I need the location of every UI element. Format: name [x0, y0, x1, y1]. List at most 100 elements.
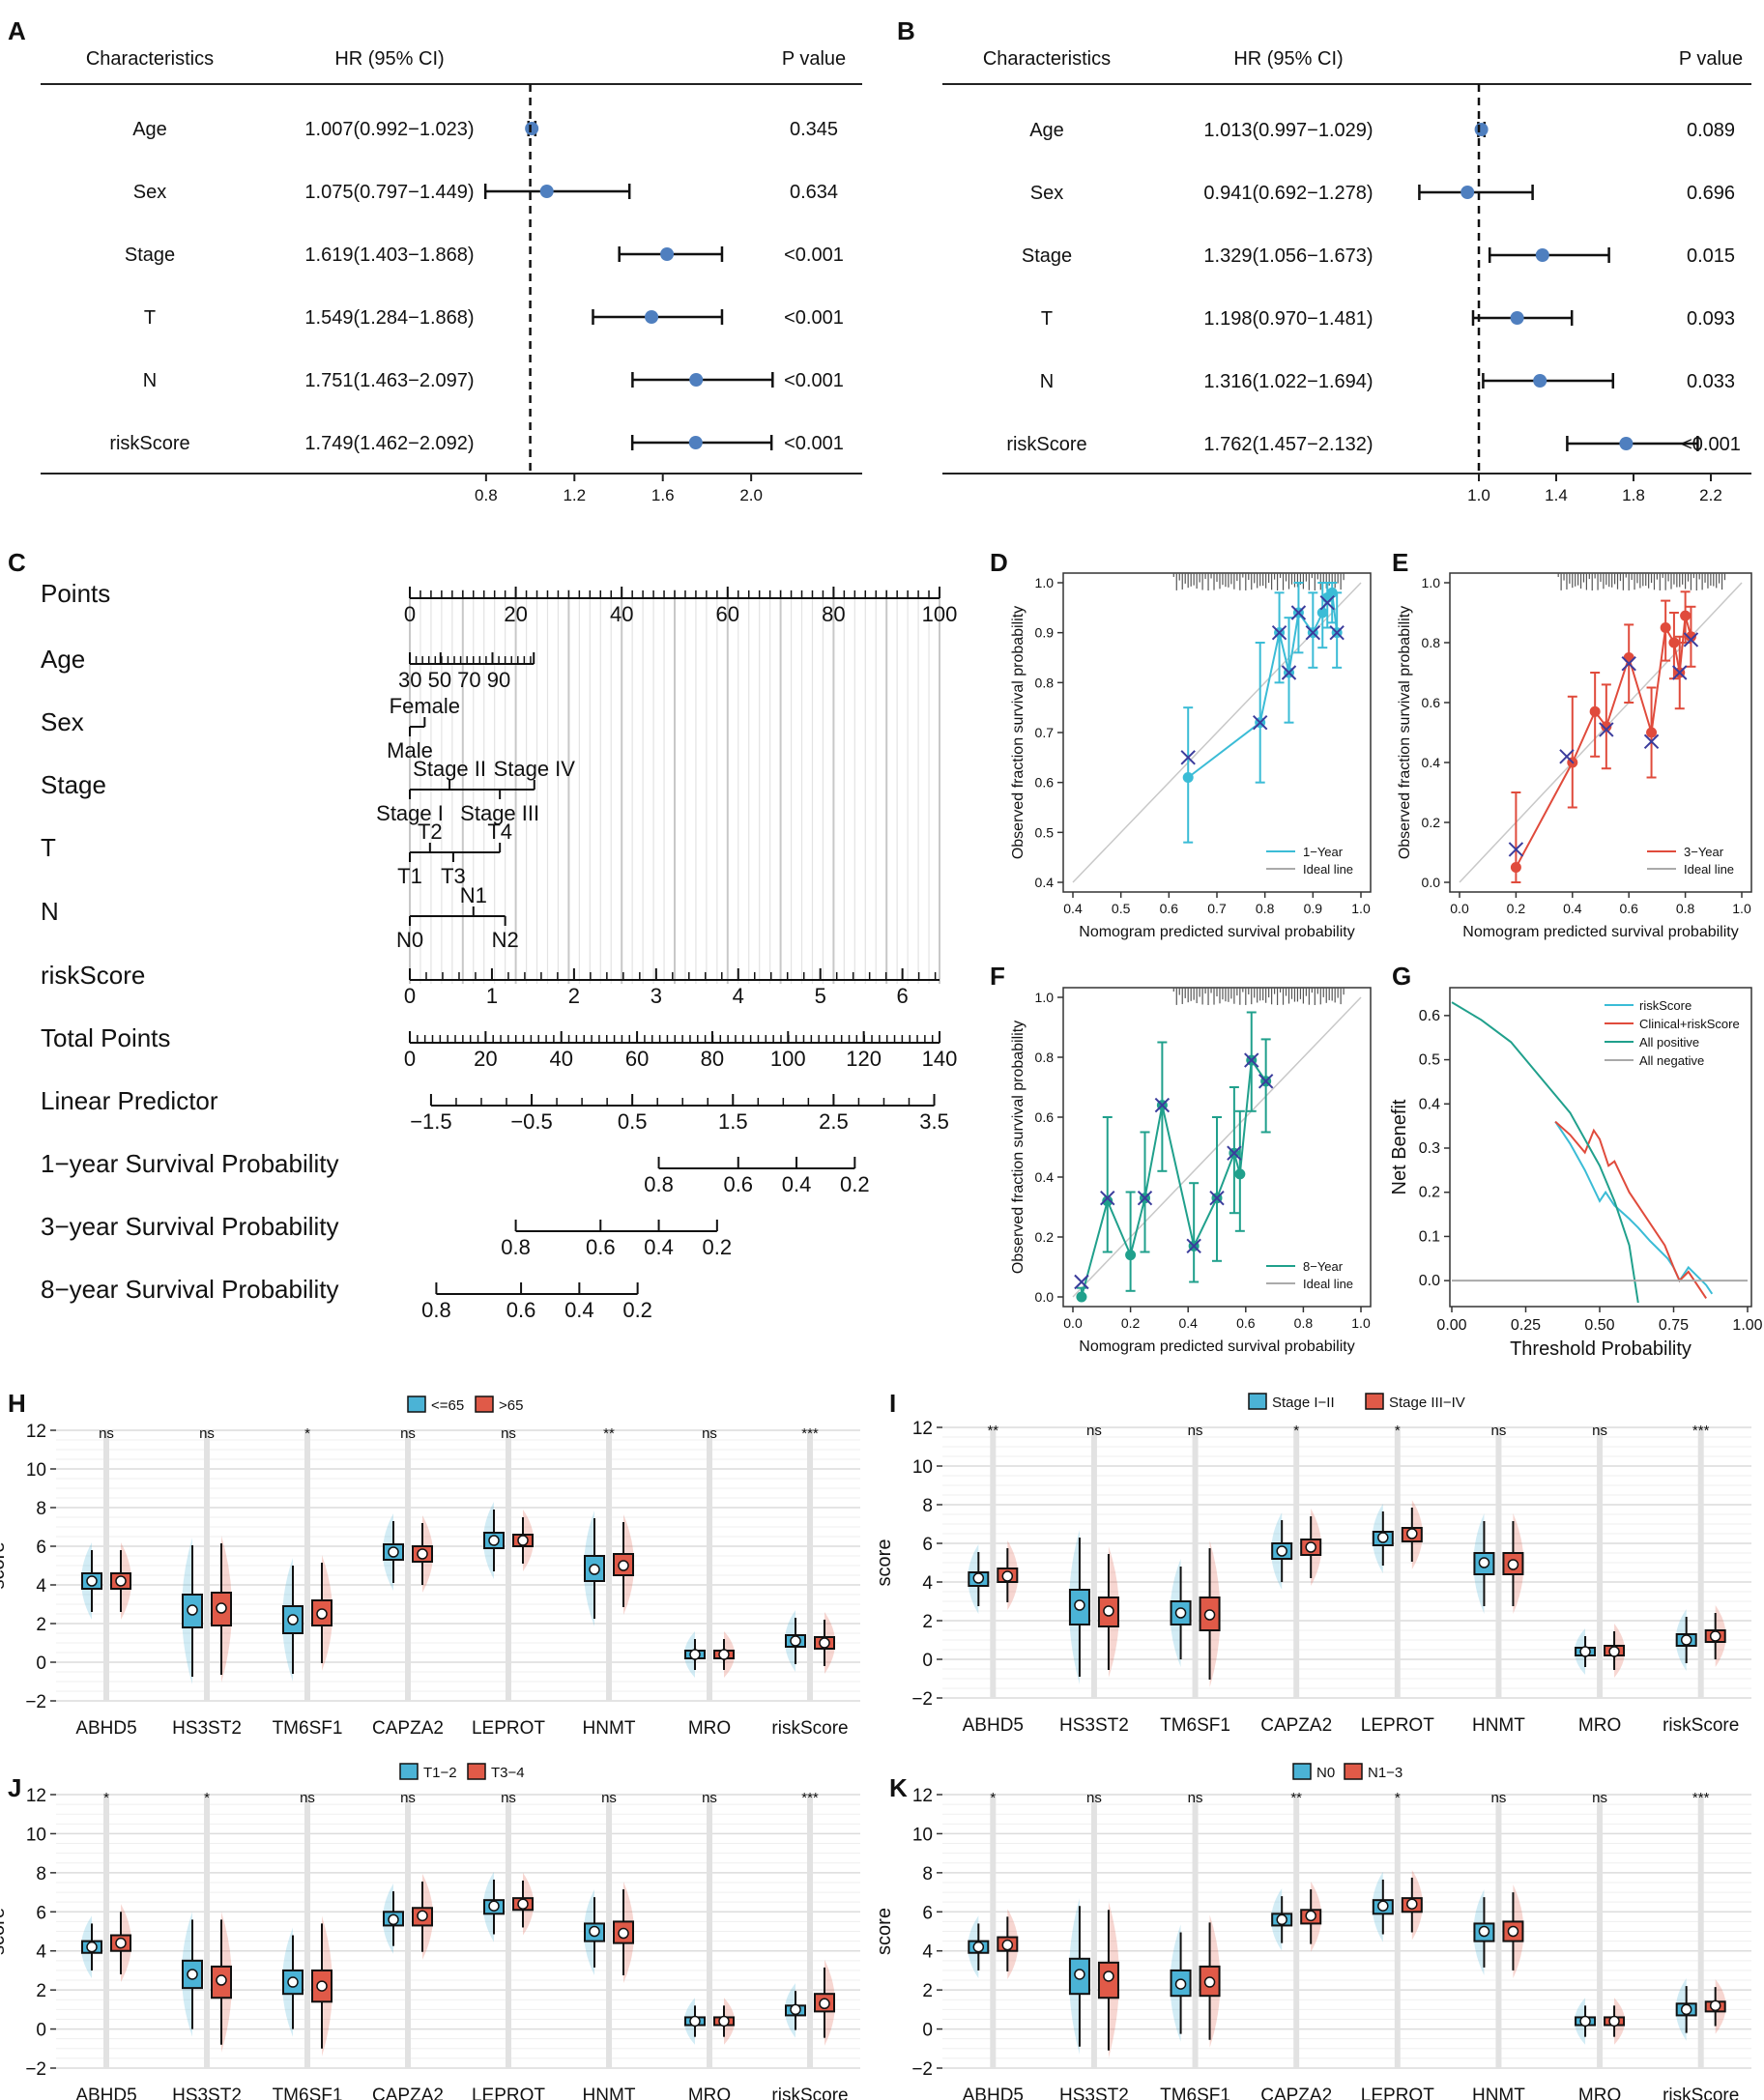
- y-tick-label: 0.0: [1419, 1273, 1440, 1289]
- x-tick-label: 0.7: [1207, 901, 1227, 916]
- bias-corrected-cross: [1643, 734, 1660, 750]
- nomogram-row-label: N: [41, 897, 59, 926]
- box-mean-dot: [86, 1575, 98, 1587]
- bias-corrected-cross: [1137, 1190, 1153, 1206]
- category-label: ABHD5: [75, 1718, 136, 1739]
- box-mean-dot: [86, 1941, 98, 1953]
- panel-label-a: A: [8, 16, 26, 45]
- box-mean-dot: [718, 1649, 730, 1660]
- y-axis-label: Observed fraction survival probability: [1010, 606, 1027, 859]
- forest-row-name: T: [144, 307, 156, 329]
- y-tick-label: 8: [922, 1864, 933, 1884]
- significance-label: ns: [1592, 1790, 1607, 1806]
- box-mean-dot: [115, 1937, 127, 1949]
- nomogram-level-label: N2: [492, 928, 519, 952]
- significance-label: ***: [801, 1790, 819, 1806]
- category-label: CAPZA2: [372, 1718, 444, 1739]
- forest-row-p: <0.001: [784, 245, 844, 266]
- nomogram-tick-label: 140: [922, 1047, 958, 1071]
- significance-label: ***: [1692, 1790, 1710, 1806]
- significance-label: ns: [1491, 1790, 1507, 1806]
- forest-tick-label: 1.4: [1545, 486, 1568, 504]
- forest-row-name: N: [143, 370, 157, 391]
- nomogram-tick-label: 120: [846, 1047, 882, 1071]
- x-tick-label: 0.6: [1160, 901, 1179, 916]
- category-label: MRO: [688, 1718, 731, 1739]
- forest-row-name: Age: [1029, 120, 1064, 141]
- nomogram-tick-label: 0: [404, 602, 416, 626]
- forest-header: HR (95% CI): [1233, 48, 1343, 70]
- forest-plot-a: Characteristics HR (95% CI) P value Age 1.00…: [41, 48, 862, 504]
- category-label: riskScore: [771, 2086, 848, 2100]
- box-mean-dot: [1377, 1532, 1389, 1543]
- x-tick-label: 0.8: [1676, 901, 1695, 916]
- category-label: MRO: [1578, 1715, 1621, 1736]
- x-tick-label: 0.00: [1436, 1317, 1466, 1334]
- box-mean-dot: [115, 1575, 127, 1587]
- legend-swatch: [399, 1763, 419, 1780]
- forest-row-hr: 1.751(1.463−2.097): [304, 370, 474, 391]
- y-tick-label: 0.6: [1035, 775, 1055, 791]
- legend-swatch: [467, 1763, 486, 1780]
- nomogram-level-label: Stage I: [376, 801, 444, 825]
- box-mean-dot: [1709, 1999, 1721, 2012]
- box-mean-dot: [1406, 1898, 1418, 1910]
- forest-row-p: <0.001: [784, 307, 844, 329]
- box-mean-dot: [1305, 1541, 1316, 1553]
- nomogram-tick-label: 0.2: [840, 1172, 870, 1196]
- forest-row-name: Sex: [133, 182, 166, 203]
- forest-tick-label: 1.0: [1467, 486, 1490, 504]
- category-label: LEPROT: [472, 2086, 545, 2100]
- nomogram-tick-label: 0.6: [586, 1235, 616, 1259]
- y-tick-label: 0.5: [1419, 1052, 1440, 1069]
- significance-label: *: [304, 1425, 310, 1442]
- forest-row-hr: 1.007(0.992−1.023): [304, 119, 474, 140]
- forest-row-hr: 0.941(0.692−1.278): [1203, 183, 1373, 204]
- significance-label: *: [1395, 1423, 1401, 1439]
- significance-label: ns: [702, 1425, 717, 1442]
- box-mean-dot: [1203, 1976, 1216, 1988]
- nomogram-level-label: N0: [396, 928, 423, 952]
- significance-label: ns: [199, 1425, 215, 1442]
- box-mean-dot: [417, 1910, 428, 1922]
- forest-header: P value: [1679, 48, 1743, 70]
- box-mean-dot: [1680, 1634, 1692, 1646]
- calibration-plot-f: 0.0 0.2 0.4 0.6 0.8 1.0 0.0 0.2 0.4 0.6 0.8 1.0 Nomo…: [1010, 987, 1372, 1355]
- category-label: HS3ST2: [1059, 2086, 1129, 2100]
- category-label: CAPZA2: [1260, 1715, 1332, 1736]
- calibration-point: [1685, 631, 1696, 643]
- category-label: HNMT: [1472, 1715, 1525, 1736]
- nomogram-level-label: T3: [441, 864, 466, 888]
- significance-label: **: [987, 1423, 998, 1439]
- nomogram-tick-label: 0: [404, 1047, 416, 1071]
- calibration-point: [1076, 1291, 1087, 1303]
- significance-label: ns: [1086, 1423, 1102, 1439]
- nomogram-row-label: 3−year Survival Probability: [41, 1212, 339, 1241]
- legend-label: All positive: [1639, 1035, 1699, 1050]
- x-tick-label: 0.25: [1511, 1317, 1541, 1334]
- calibration-point: [1125, 1250, 1137, 1261]
- y-tick-label: 2: [36, 1981, 46, 2001]
- x-tick-label: 0.6: [1236, 1315, 1256, 1331]
- y-tick-label: −2: [911, 2059, 933, 2080]
- y-tick-label: 12: [26, 1786, 46, 1806]
- y-tick-label: 0.3: [1419, 1140, 1440, 1157]
- x-tick-label: 0.5: [1112, 901, 1131, 916]
- forest-hr-dot: [688, 436, 703, 449]
- legend-label: Ideal line: [1303, 1277, 1353, 1291]
- forest-row-hr: 1.749(1.462−2.092): [304, 433, 474, 454]
- box-mean-dot: [1709, 1630, 1721, 1642]
- bias-corrected-cross: [1252, 714, 1268, 731]
- y-tick-label: 0.8: [1422, 635, 1441, 650]
- significance-label: ns: [1491, 1423, 1507, 1439]
- forest-row-hr: 1.762(1.457−2.132): [1203, 434, 1373, 455]
- y-tick-label: 0.7: [1035, 725, 1055, 740]
- x-tick-label: 0.50: [1584, 1317, 1614, 1334]
- category-label: CAPZA2: [372, 2086, 444, 2100]
- significance-label: ns: [501, 1790, 516, 1806]
- nomogram-tick-label: 0.6: [723, 1172, 753, 1196]
- nomogram-row-label: riskScore: [41, 961, 145, 990]
- legend-label: >65: [499, 1397, 523, 1414]
- forest-hr-dot: [525, 122, 539, 135]
